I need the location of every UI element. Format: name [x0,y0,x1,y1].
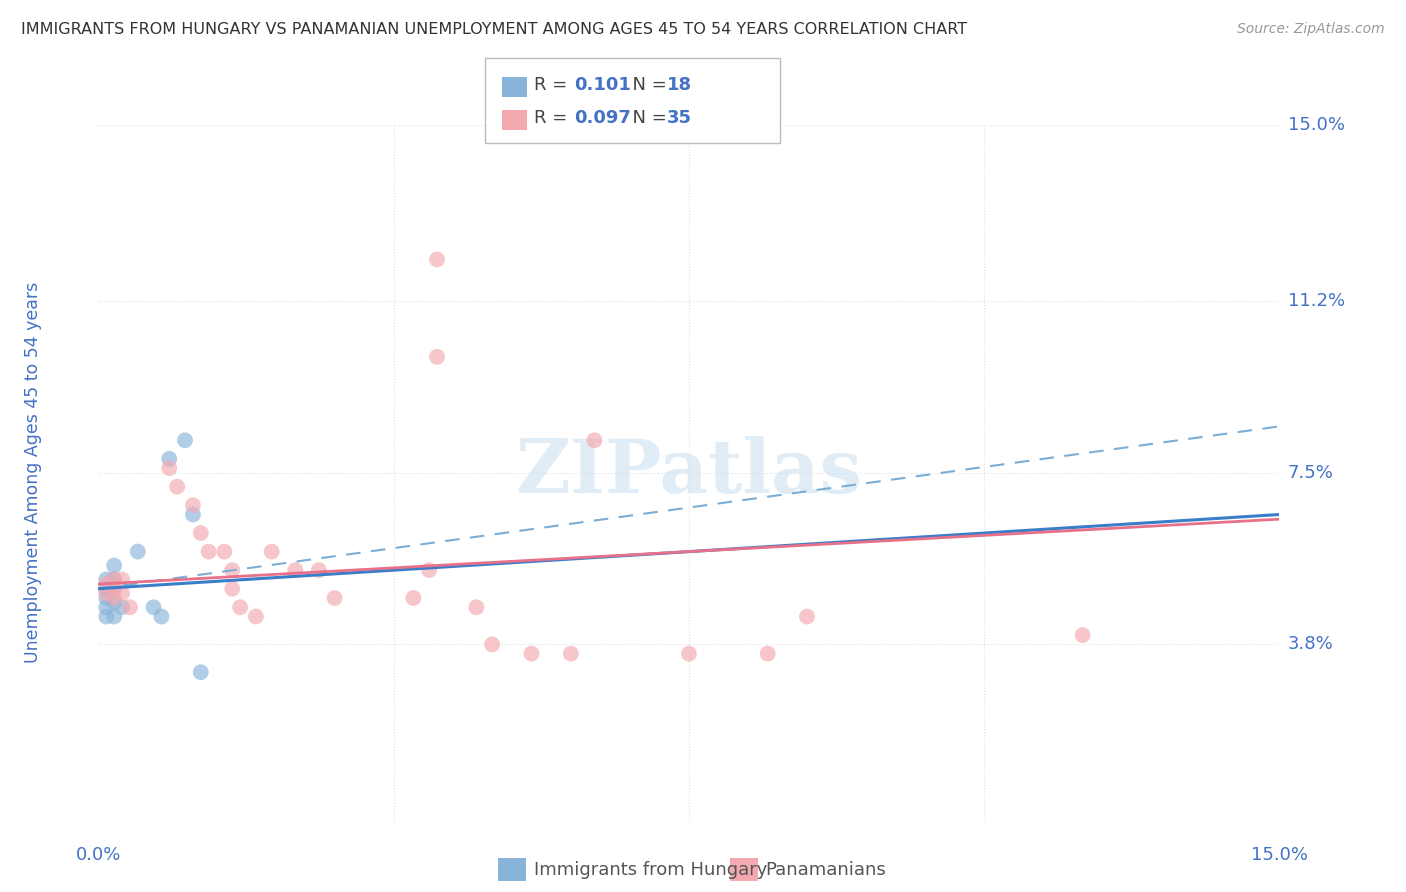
Point [96,591,118,605]
Point [229,600,252,615]
Text: 15.0%: 15.0% [1251,846,1308,863]
Text: 11.2%: 11.2% [1288,293,1346,310]
Point [402,591,425,605]
Point [323,591,346,605]
Point [197,544,219,558]
Point [796,609,818,624]
Point [96,577,118,591]
Point [118,600,141,615]
Point [756,647,779,661]
Point [96,586,118,600]
Point [103,573,125,587]
Point [284,563,307,577]
Text: 35: 35 [666,109,692,127]
Point [127,544,149,558]
Point [166,480,188,494]
Text: N =: N = [621,76,673,94]
Point [103,573,125,587]
Text: Panamanians: Panamanians [765,861,886,879]
Text: R =: R = [534,76,574,94]
Text: 3.8%: 3.8% [1288,635,1333,653]
Point [426,350,449,364]
Text: Source: ZipAtlas.com: Source: ZipAtlas.com [1237,22,1385,37]
Point [96,600,118,615]
Point [103,558,125,573]
Point [190,665,212,680]
Point [103,609,125,624]
Point [481,637,503,651]
Point [520,647,543,661]
Text: ZIPatlas: ZIPatlas [516,436,862,509]
Point [560,647,582,661]
Point [157,451,180,466]
Text: Immigrants from Hungary: Immigrants from Hungary [534,861,768,879]
Text: 15.0%: 15.0% [1288,116,1344,134]
Point [418,563,440,577]
Point [103,582,125,596]
Text: N =: N = [621,109,673,127]
Point [111,573,134,587]
Text: 18: 18 [666,76,692,94]
Text: 7.5%: 7.5% [1288,464,1334,482]
Point [96,582,118,596]
Point [103,582,125,596]
Text: R =: R = [534,109,574,127]
Point [181,498,204,512]
Point [221,582,243,596]
Text: 0.101: 0.101 [574,76,630,94]
Point [111,586,134,600]
Point [260,544,283,558]
Text: Unemployment Among Ages 45 to 54 years: Unemployment Among Ages 45 to 54 years [24,282,42,664]
Point [142,600,165,615]
Point [103,596,125,610]
Text: 0.0%: 0.0% [76,846,121,863]
Point [426,252,449,267]
Point [190,526,212,541]
Point [103,591,125,605]
Point [678,647,700,661]
Point [96,609,118,624]
Point [96,573,118,587]
Text: IMMIGRANTS FROM HUNGARY VS PANAMANIAN UNEMPLOYMENT AMONG AGES 45 TO 54 YEARS COR: IMMIGRANTS FROM HUNGARY VS PANAMANIAN UN… [21,22,967,37]
Point [221,563,243,577]
Point [465,600,488,615]
Point [174,434,197,448]
Point [181,508,204,522]
Point [583,434,606,448]
Point [245,609,267,624]
Point [308,563,330,577]
Point [157,461,180,475]
Point [1071,628,1094,642]
Text: 0.097: 0.097 [574,109,630,127]
Point [214,544,236,558]
Point [111,600,134,615]
Point [150,609,173,624]
